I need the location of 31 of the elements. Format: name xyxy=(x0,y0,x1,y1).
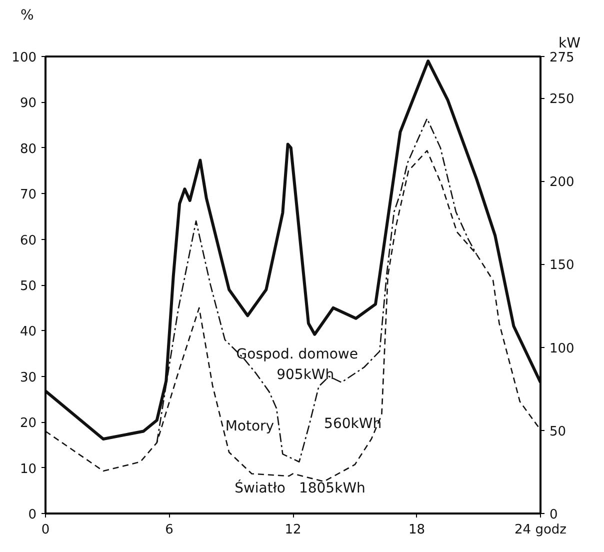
x-tick-label: 24 godz xyxy=(514,522,567,538)
y2-tick-label: 50 xyxy=(550,424,566,440)
y-tick-label: 30 xyxy=(20,370,37,386)
y-axis-title: % xyxy=(20,8,34,24)
y-tick-label: 40 xyxy=(20,324,37,340)
x-tick-label: 6 xyxy=(165,522,174,538)
y-tick-label: 70 xyxy=(20,188,37,203)
y-tick-label: 10 xyxy=(20,462,37,477)
y2-tick-label: 100 xyxy=(550,341,574,356)
annotation: 560kWh xyxy=(324,416,382,432)
y-tick-label: 50 xyxy=(20,279,37,294)
annotation: 1805kWh xyxy=(298,480,366,496)
y2-tick-label: 150 xyxy=(550,258,574,274)
y-tick-label: 0 xyxy=(28,508,37,522)
y2-tick-label: 200 xyxy=(550,175,574,190)
y-tick-label: 60 xyxy=(20,233,37,248)
annotation: Światło xyxy=(234,479,286,496)
annotation: Motory xyxy=(225,418,274,435)
y2-axis-title: kW xyxy=(558,36,581,52)
y-tick-label: 80 xyxy=(20,142,37,157)
annotation: Gospod. domowe xyxy=(236,346,358,362)
y2-tick-label: 275 xyxy=(550,50,574,66)
x-tick-label: 12 xyxy=(284,522,302,538)
y-tick-label: 20 xyxy=(20,416,37,432)
x-tick-label: 18 xyxy=(408,522,426,538)
x-tick-label: 0 xyxy=(41,522,50,538)
annotation: 905kWh xyxy=(276,367,334,384)
y2-tick-label: 250 xyxy=(550,92,574,108)
y-tick-label: 90 xyxy=(20,96,37,112)
y-tick-label: 100 xyxy=(12,50,37,66)
y2-tick-label: 0 xyxy=(550,508,558,522)
